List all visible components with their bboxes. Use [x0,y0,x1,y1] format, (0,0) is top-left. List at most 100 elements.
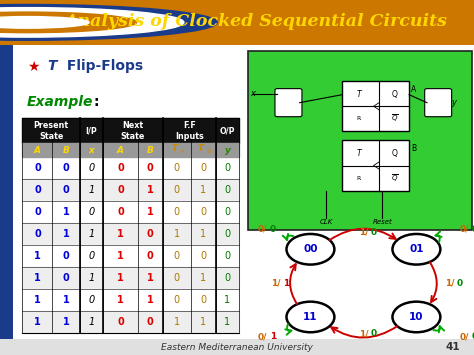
Text: 1/: 1/ [359,329,368,338]
Bar [22,289,239,311]
Text: 1: 1 [147,273,154,283]
Text: 0: 0 [63,273,70,283]
Text: 1: 1 [89,229,95,239]
Text: :: : [94,95,100,109]
Text: 0: 0 [34,229,41,239]
Text: 41: 41 [445,342,460,352]
Text: 1: 1 [200,273,206,283]
Bar [22,118,80,143]
Text: 0: 0 [63,163,70,174]
Text: x: x [89,146,94,155]
Circle shape [0,7,184,37]
Text: 1: 1 [283,279,289,288]
Text: 0/: 0/ [258,332,267,342]
Text: 0: 0 [117,163,124,174]
Text: 1: 1 [200,185,206,195]
Text: T: T [48,59,57,73]
Circle shape [0,17,89,28]
Text: 0: 0 [147,317,154,327]
Text: 0: 0 [200,163,206,174]
Text: R: R [357,176,361,181]
Text: 1: 1 [34,273,41,283]
Text: 00: 00 [303,244,318,254]
Text: 0: 0 [472,225,474,234]
Text: 1: 1 [270,332,276,342]
Text: A: A [411,85,417,94]
Text: y: y [451,98,456,107]
Bar [22,143,239,158]
Text: 0: 0 [225,163,230,174]
Text: 0/: 0/ [460,332,469,342]
Text: 0: 0 [174,273,180,283]
Text: 1: 1 [63,207,70,217]
Text: 1: 1 [117,229,124,239]
Text: 0: 0 [174,207,180,217]
Text: Flip-Flops: Flip-Flops [62,59,143,73]
Bar [342,81,409,131]
Bar [22,223,239,245]
Text: 0: 0 [34,185,41,195]
Text: 0: 0 [63,185,70,195]
Text: 0: 0 [174,185,180,195]
FancyBboxPatch shape [275,89,302,117]
Circle shape [0,5,217,40]
Text: 0: 0 [147,163,154,174]
Text: O/P: O/P [220,126,235,135]
Text: 0: 0 [270,225,276,234]
Text: 0: 0 [34,163,41,174]
Text: 0: 0 [147,229,154,239]
Bar [22,158,239,179]
Text: 0: 0 [225,251,230,261]
Text: 1: 1 [89,317,95,327]
Text: T: T [172,144,178,153]
Text: Eastern Mediterranean University: Eastern Mediterranean University [161,343,313,351]
Bar [22,267,239,289]
Text: B: B [411,144,417,153]
Text: 1: 1 [225,295,230,305]
Text: A: A [117,146,124,155]
Text: 1: 1 [89,185,95,195]
Bar [22,311,239,333]
Text: 0: 0 [117,207,124,217]
Text: 1: 1 [200,317,206,327]
Text: Q: Q [392,90,397,99]
Text: 0: 0 [89,251,95,261]
Text: Analysis of Clocked Sequential Circuits: Analysis of Clocked Sequential Circuits [64,13,447,30]
Text: 1: 1 [117,295,124,305]
Text: $\overline{Q}$: $\overline{Q}$ [391,173,398,184]
Text: 1: 1 [147,207,154,217]
Text: 0: 0 [457,279,463,288]
Text: 1: 1 [117,251,124,261]
Text: 1: 1 [174,229,180,239]
Text: Present
State: Present State [34,121,69,141]
Text: 1: 1 [34,295,41,305]
Bar [163,118,216,143]
Text: 0: 0 [200,207,206,217]
Bar [22,179,239,201]
Text: 1/: 1/ [271,279,281,288]
Text: 01: 01 [409,244,424,254]
Text: 0: 0 [174,295,180,305]
Text: 1: 1 [225,317,230,327]
Text: Next
State: Next State [121,121,145,141]
Text: 1: 1 [63,317,70,327]
Text: T: T [356,90,361,99]
Text: 1: 1 [34,251,41,261]
Text: 1: 1 [117,273,124,283]
Text: 0: 0 [89,295,95,305]
Circle shape [286,302,334,332]
Text: 11: 11 [303,312,318,322]
Text: 0: 0 [63,251,70,261]
Text: 0: 0 [200,295,206,305]
Text: 10: 10 [409,312,424,322]
Text: ★: ★ [27,59,40,73]
Text: 0: 0 [200,251,206,261]
Bar [22,245,239,267]
Text: A: A [34,146,41,155]
Text: 0: 0 [174,251,180,261]
Text: 1: 1 [147,295,154,305]
Text: F.F
Inputs: F.F Inputs [175,121,204,141]
Text: 0/: 0/ [460,225,469,234]
Text: 0: 0 [225,229,230,239]
Text: T: T [356,149,361,158]
